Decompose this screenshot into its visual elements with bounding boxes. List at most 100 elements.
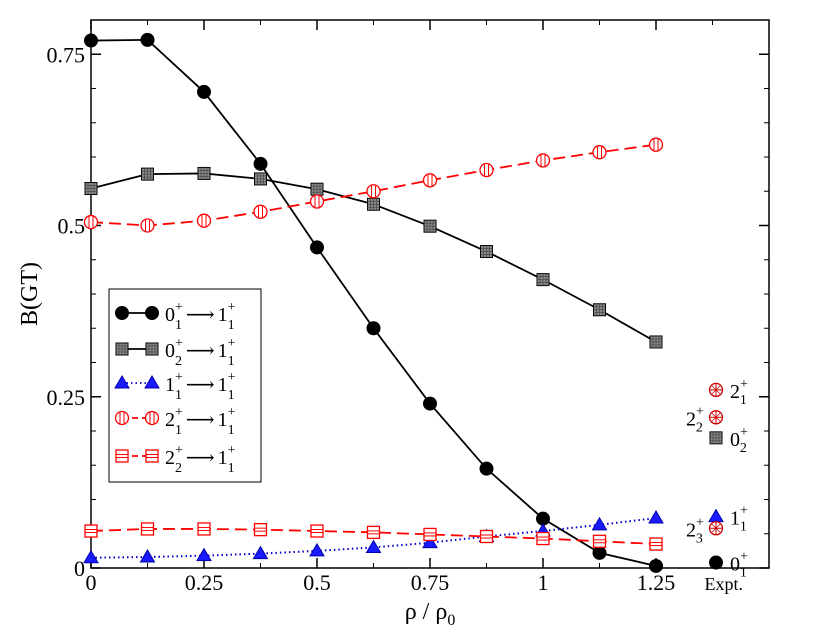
legend-box [108,288,262,483]
expt-label-sup: + [696,404,704,419]
axis-ticks [90,20,769,569]
series-4-point [649,537,663,551]
expt-label-sup: + [740,504,748,519]
series-0-point [423,396,437,411]
series-0-point [592,545,607,560]
series-3-point [592,145,607,160]
expt-point-2_3^+ [708,521,724,536]
expt-label-1_1^+: 1+ 1 [730,504,748,535]
series-3-point [648,137,664,152]
expt-label-sub: 1 [740,520,747,535]
series-0-point [253,156,268,171]
expt-label-sub: 2 [740,441,747,456]
expt-point-0_2^+ [709,431,723,445]
legend-label-0: 01+ ⟶ 11+ [165,300,236,333]
series-4-point [423,527,437,542]
series-1-point [536,273,550,287]
series-4-point [84,524,98,538]
series-line-4 [90,528,657,545]
series-1-point [84,182,98,196]
x-tick-label: 0.5 [303,570,331,595]
legend-label-2: 11+ ⟶ 11+ [165,370,236,403]
series-2-point [196,547,212,562]
expt-label-sub: 1 [740,566,747,581]
experiment-points: 2+ 12+ 20+ 21+ 12+ 30+ 1 [686,377,748,581]
series-1-point [310,182,324,196]
series-3-point [140,218,155,233]
series-0-point [366,321,381,336]
series-4-point [592,534,607,548]
series-2-point [139,549,156,563]
expt-label-sub: 3 [696,531,703,546]
expt-label-0_2^+: 0+ 2 [730,425,748,456]
series-3-point [83,214,99,230]
x-tick-label: 0 [86,570,97,595]
series-3-point [366,184,381,199]
legend-marker-1 [145,342,159,356]
series-4-point [253,522,268,537]
x-tick-label: 0.75 [411,570,450,595]
series-0-point [649,558,663,573]
tick-labels: 0 0.25 0.5 0.75 1 1.25 Expt.00.250.50.75 [47,42,744,595]
legend-marker-2 [114,375,130,389]
expt-label-2_3^+: 2+ 3 [686,515,704,546]
y-tick-label: 0 [74,556,85,581]
legend-marker-3 [114,410,130,426]
expt-label-base: 0 [730,554,740,576]
expt-label-base: 1 [730,508,740,530]
x-tick-label: 0.25 [185,570,224,595]
x-axis-label: ρ / ρ0 [405,599,456,629]
legend-marker-2 [144,375,160,389]
legend-marker-3 [144,410,160,426]
series-1-point [423,219,437,233]
expt-label-sub: 2 [696,420,703,435]
expt-label-sub: 1 [740,393,747,408]
expt-label-2_1^+: 2+ 1 [730,377,748,408]
series-2-point [309,542,325,557]
series-1-point [254,172,267,186]
series-3-point [535,153,551,168]
expt-label-base: 0 [730,429,740,451]
series-2-point [591,516,608,531]
expt-label-sup: + [696,515,704,530]
x-tick-label: 1.25 [637,570,676,595]
y-tick-label: 0.75 [47,42,86,67]
series-0-point [310,240,324,255]
series-markers [83,32,664,573]
legend-marker-0 [145,306,159,320]
series-1-point [593,303,606,317]
expt-point-0_1^+ [709,555,723,570]
series-0-point [479,461,494,476]
expt-point-1_1^+ [708,508,724,523]
series-3-point [196,213,212,228]
series-1-point [141,167,154,181]
series-1-point [480,245,493,259]
series-3-point [422,173,438,188]
expt-label-base: 2 [686,408,696,430]
legend-marker-4 [115,449,129,463]
series-3-point [479,162,494,178]
series-1-point [649,335,663,349]
series-4-point [366,525,381,540]
series-0-point [140,32,155,47]
series-0-point [197,84,211,99]
expt-label-base: 2 [730,381,740,403]
series-3-point [309,194,325,209]
y-tick-label: 0.25 [47,385,86,410]
legend-label-3: 21+ ⟶ 11+ [165,405,236,438]
legend-label-4: 22+ ⟶ 11+ [165,443,236,476]
expt-label-base: 2 [686,519,696,541]
series-1-point [367,197,380,211]
series-2-point [422,534,438,549]
expt-label-2_2^+: 2+ 2 [686,404,704,435]
legend-marker-1 [115,342,129,356]
y-axis-label: B(GT) [17,262,43,326]
series-2-point [252,545,269,560]
series-3-point [253,204,268,219]
legend: 01+ ⟶ 11+02+ ⟶ 11+11+ ⟶ 11+21+ ⟶ 11+ 22+ ⟶ 11+ [108,288,262,483]
expt-point-2_2^+ [708,410,724,425]
expt-label-sup: + [740,377,748,392]
y-tick-label: 0.5 [58,214,86,239]
series-2-point [83,549,99,564]
